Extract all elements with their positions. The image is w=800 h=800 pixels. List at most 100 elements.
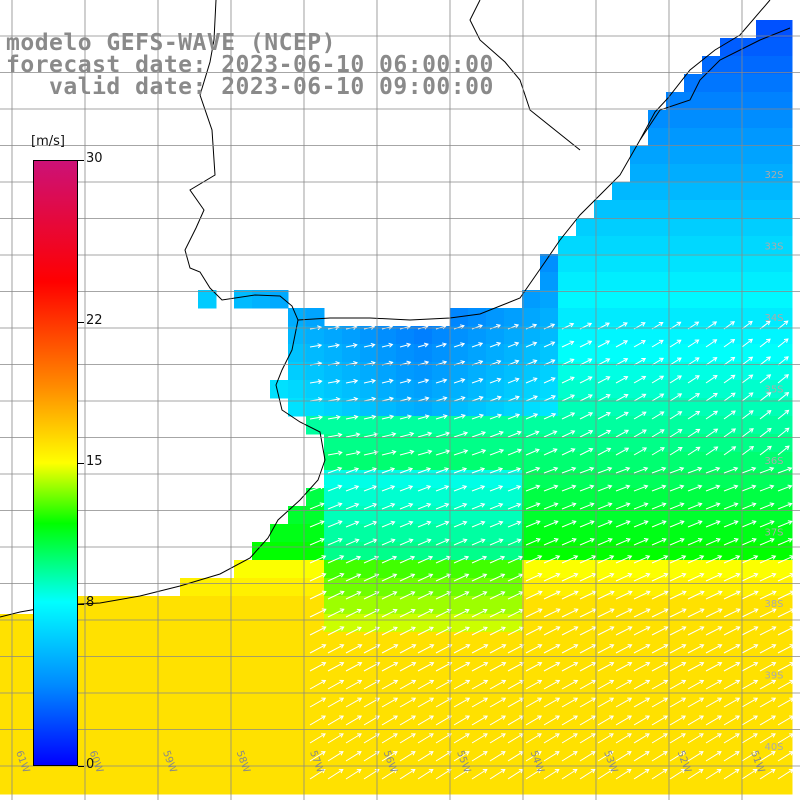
wind-arrow: [381, 520, 396, 528]
wind-cell: [270, 650, 289, 669]
wind-cell: [414, 344, 433, 363]
wind-cell: [540, 470, 559, 489]
wind-cell: [630, 380, 649, 399]
wind-cell: [612, 362, 631, 381]
wind-cell: [738, 524, 757, 543]
wind-arrow: [561, 466, 577, 474]
wind-cell: [252, 290, 271, 309]
wind-cell: [540, 452, 559, 471]
colorbar-tick-label: 8: [86, 595, 95, 611]
wind-arrow: [633, 538, 649, 546]
wind-arrow: [741, 590, 759, 600]
title-model: modelo GEFS-WAVE (NCEP): [6, 30, 336, 56]
wind-cell: [576, 380, 595, 399]
wind-arrow: [309, 502, 325, 510]
wind-cell: [234, 686, 253, 705]
wind-cell: [774, 758, 793, 777]
wind-arrow: [687, 520, 703, 528]
wind-vector-arrows: [309, 320, 800, 780]
wind-cell: [162, 776, 181, 795]
wind-cell: [270, 740, 289, 759]
wind-cell: [234, 740, 253, 759]
wind-arrow: [525, 697, 543, 708]
wind-cell: [504, 686, 523, 705]
wind-arrow: [777, 427, 790, 438]
wind-cell: [666, 164, 685, 183]
wind-arrow: [705, 733, 722, 744]
wind-arrow: [759, 679, 777, 690]
wind-cell: [324, 380, 343, 399]
wind-cell: [666, 614, 685, 633]
wind-arrow: [327, 502, 343, 510]
wind-cell: [738, 128, 757, 147]
wind-arrow: [471, 502, 486, 510]
wind-cell: [702, 722, 721, 741]
wind-cell: [378, 344, 397, 363]
wind-arrow: [309, 626, 327, 636]
wind-arrow: [597, 608, 615, 618]
wind-cell: [180, 578, 199, 597]
wind-cell: [378, 596, 397, 615]
wind-cell: [450, 722, 469, 741]
wind-cell: [360, 758, 379, 777]
wind-cell: [198, 650, 217, 669]
wind-arrow: [453, 751, 470, 762]
wind-arrow: [579, 412, 594, 420]
wind-cell: [126, 668, 145, 687]
wind-cell: [450, 380, 469, 399]
wind-cell: [720, 326, 739, 345]
wind-cell: [558, 560, 577, 579]
wind-cell: [198, 290, 217, 309]
wind-arrow: [453, 520, 468, 528]
wind-cell: [162, 722, 181, 741]
wind-cell: [666, 740, 685, 759]
wind-arrow: [399, 697, 417, 708]
wind-arrow: [561, 376, 575, 384]
wind-cell: [630, 164, 649, 183]
wind-arrow: [561, 679, 579, 690]
wind-arrow: [345, 679, 363, 690]
wind-arrow: [561, 502, 577, 510]
wind-arrow: [525, 679, 543, 690]
wind-arrow: [795, 506, 800, 510]
wind-arrow: [363, 432, 379, 438]
wind-cell: [90, 740, 109, 759]
wind-arrow: [687, 644, 705, 654]
wind-cell: [342, 578, 361, 597]
wind-arrow: [417, 396, 430, 402]
wind-cell: [378, 470, 397, 489]
wind-cell: [486, 380, 505, 399]
wind-cell: [306, 740, 325, 759]
wind-arrow: [489, 697, 507, 708]
wind-cell: [450, 596, 469, 615]
wind-cell: [576, 434, 595, 453]
wind-cell: [648, 344, 667, 363]
wind-arrow: [669, 644, 687, 654]
wind-cell: [648, 632, 667, 651]
wind-cell: [558, 308, 577, 327]
wind-arrow: [399, 733, 416, 744]
wind-cell: [720, 416, 739, 435]
wind-cell: [324, 578, 343, 597]
wind-cell: [396, 722, 415, 741]
wind-cell: [504, 524, 523, 543]
wind-cell: [414, 632, 433, 651]
wind-arrow: [741, 484, 757, 492]
wind-arrow: [561, 484, 577, 492]
wind-cell: [216, 668, 235, 687]
wind-cell: [126, 686, 145, 705]
wind-arrow: [741, 374, 754, 384]
wind-arrow: [417, 414, 430, 420]
wind-cell: [198, 758, 217, 777]
wind-cell: [234, 632, 253, 651]
wind-cell: [738, 56, 757, 75]
wind-arrow: [507, 395, 520, 402]
wind-arrow: [345, 432, 361, 438]
wind-cell: [414, 614, 433, 633]
wind-arrow: [579, 484, 595, 492]
wind-arrow: [417, 591, 434, 600]
wind-cell: [216, 758, 235, 777]
wind-cell: [378, 722, 397, 741]
wind-cell: [540, 596, 559, 615]
wind-cell: [684, 74, 703, 93]
